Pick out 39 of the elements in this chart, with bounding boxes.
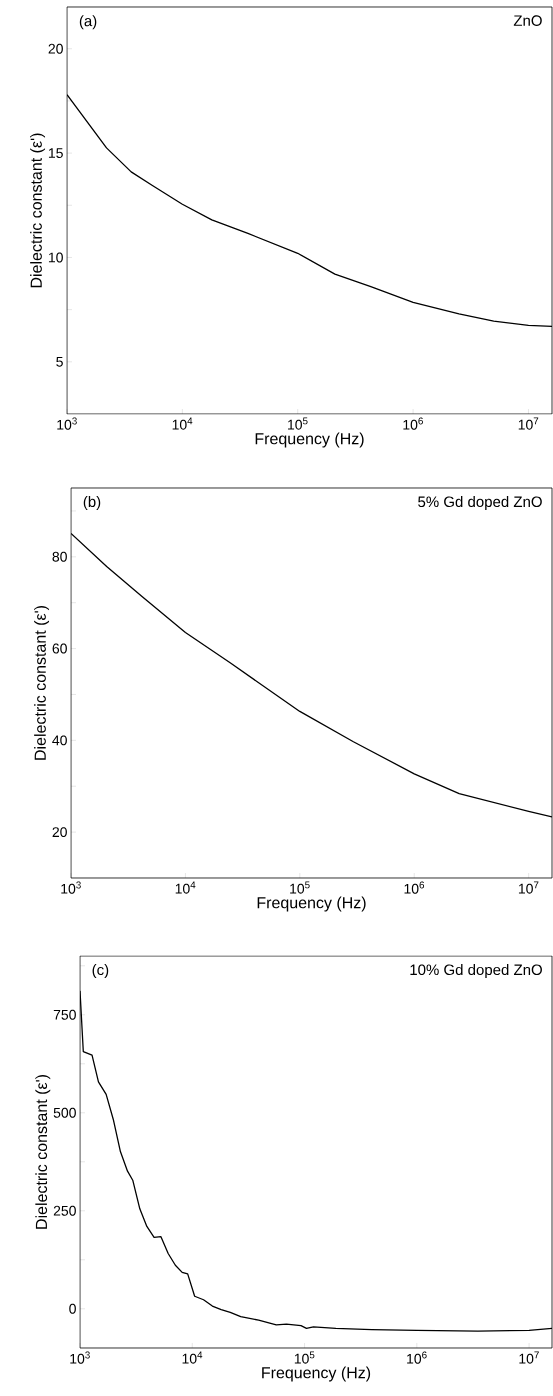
annotation: (b) — [83, 496, 101, 511]
y-tick-label: 750 — [53, 1009, 76, 1020]
y-tick-label: 5 — [56, 356, 63, 367]
x-axis-title: Frequency (Hz) — [255, 432, 364, 448]
x-tick-label: 10$^{4}$ — [182, 1351, 203, 1364]
y-tick-label: 500 — [53, 1107, 76, 1118]
y-axis-title: Dielectric constant (ε') — [30, 133, 46, 288]
x-tick-label: 10$^{3}$ — [57, 417, 77, 430]
x-tick-label: 10$^{7}$ — [518, 881, 539, 894]
x-tick-label: 10$^{5}$ — [290, 881, 310, 894]
annotation: 10% Gd doped ZnO — [410, 964, 542, 979]
x-tick-label: 10$^{4}$ — [172, 417, 193, 430]
y-axis-title: Dielectric constant (ε') — [35, 1075, 51, 1229]
y-tick-label: 40 — [52, 735, 67, 746]
x-tick-label: 10$^{6}$ — [407, 1351, 427, 1364]
x-tick-label: 10$^{3}$ — [70, 1351, 90, 1364]
x-tick-label: 10$^{7}$ — [519, 1351, 539, 1364]
y-tick-label: 60 — [52, 643, 67, 654]
x-tick-label: 10$^{3}$ — [61, 881, 81, 894]
annotation: ZnO — [513, 15, 542, 26]
x-tick-label: 10$^{6}$ — [403, 417, 423, 430]
x-tick-label: 10$^{4}$ — [175, 881, 196, 894]
y-axis-title: Dielectric constant (ε') — [34, 606, 50, 760]
y-tick-label: 80 — [52, 551, 67, 562]
annotation: 5% Gd doped ZnO — [418, 496, 542, 511]
x-tick-label: 10$^{5}$ — [294, 1351, 315, 1364]
annotation: (c) — [92, 964, 109, 979]
y-tick-label: 20 — [52, 827, 67, 838]
x-axis-title: Frequency (Hz) — [257, 896, 366, 912]
y-tick-label: 15 — [48, 148, 63, 158]
x-tick-label: 10$^{5}$ — [288, 417, 308, 430]
y-tick-label: 250 — [53, 1205, 76, 1216]
x-axis-title: Frequency (Hz) — [262, 1366, 371, 1382]
annotation: (a) — [79, 15, 97, 30]
y-tick-label: 0 — [69, 1303, 76, 1314]
y-tick-label: 10 — [48, 252, 63, 263]
y-tick-label: 20 — [48, 43, 63, 54]
x-tick-label: 10$^{7}$ — [518, 417, 539, 430]
x-tick-label: 10$^{6}$ — [404, 881, 425, 894]
